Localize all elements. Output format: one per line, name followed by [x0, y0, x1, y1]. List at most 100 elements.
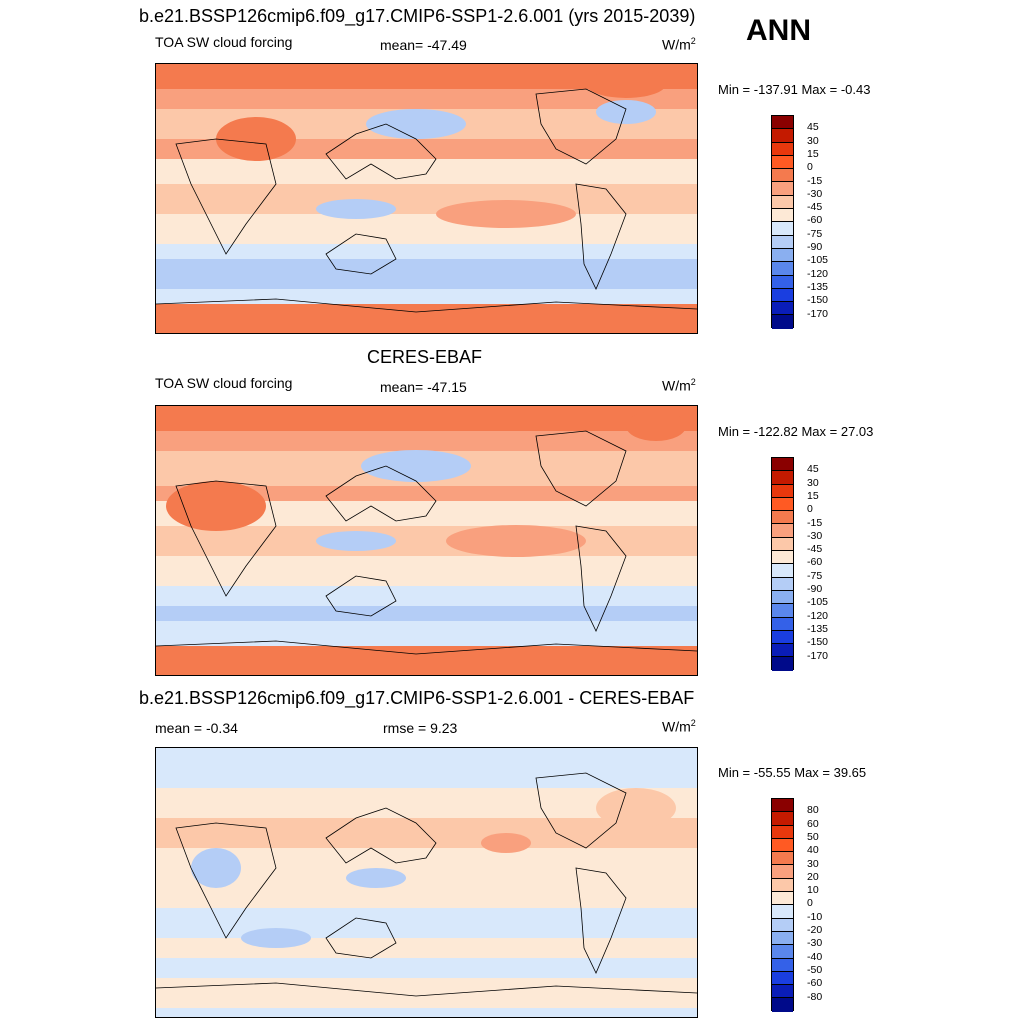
panel2-colorbar	[771, 457, 794, 671]
colorbar-tick-label: 45	[807, 121, 819, 134]
colorbar-box	[772, 577, 793, 591]
panel3-colorbar	[771, 798, 794, 1012]
colorbar-box	[772, 551, 793, 565]
field-anomaly	[346, 868, 406, 888]
field-band	[156, 304, 697, 333]
colorbar-tick-label: -135	[807, 622, 829, 635]
colorbar-box	[772, 195, 793, 210]
field-band	[156, 748, 697, 788]
coastline	[175, 822, 277, 939]
colorbar-box	[772, 852, 793, 866]
colorbar-box	[772, 497, 793, 512]
colorbar-tick-label: -30	[807, 187, 823, 200]
colorbar-box	[772, 825, 793, 839]
colorbar-box	[772, 155, 793, 170]
colorbar-tick-label: 30	[807, 476, 819, 489]
colorbar-tick-label: 45	[807, 463, 819, 476]
colorbar-tick-label: -75	[807, 227, 823, 240]
field-band	[156, 159, 697, 184]
colorbar-tick-label: 10	[807, 884, 819, 897]
colorbar-box	[772, 537, 793, 552]
colorbar-box	[772, 315, 793, 329]
field-band	[156, 406, 697, 431]
field-anomaly	[191, 848, 241, 888]
colorbar-box	[772, 209, 793, 223]
colorbar-tick-label: -150	[807, 636, 829, 649]
panel2-minmax: Min = -122.82 Max = 27.03	[718, 424, 874, 439]
panel3-title: b.e21.BSSP126cmip6.f09_g17.CMIP6-SSP1-2.…	[139, 688, 695, 708]
coastline	[325, 917, 397, 959]
colorbar-tick-label: -60	[807, 556, 823, 569]
field-band	[156, 646, 697, 675]
panel3-mean: mean = -0.34	[155, 720, 238, 736]
colorbar-box	[772, 458, 793, 472]
coastline	[535, 772, 627, 849]
colorbar-box	[772, 182, 793, 196]
colorbar-tick-label: -135	[807, 280, 829, 293]
colorbar-box	[772, 564, 793, 578]
coastline	[325, 465, 437, 522]
colorbar-box	[772, 262, 793, 276]
coastline	[575, 183, 627, 290]
colorbar-tick-label: -15	[807, 516, 823, 529]
field-anomaly	[436, 200, 576, 228]
colorbar-tick-label: -90	[807, 241, 823, 253]
panel2-title: CERES-EBAF	[367, 347, 483, 367]
coastline	[156, 298, 697, 313]
field-band	[156, 259, 697, 289]
coastline	[325, 807, 437, 864]
colorbar-tick-label: -10	[807, 910, 823, 923]
panel3-map	[155, 747, 698, 1018]
panel3-units: W/m2	[662, 718, 696, 735]
field-anomaly	[241, 928, 311, 948]
field-band	[156, 621, 697, 646]
colorbar-box	[772, 590, 793, 605]
colorbar-box	[772, 931, 793, 946]
coastline	[575, 525, 627, 632]
panel2-mean: mean= -47.15	[380, 379, 467, 395]
colorbar-tick-label: 15	[807, 489, 819, 502]
colorbar-box	[772, 524, 793, 538]
panel1-mean: mean= -47.49	[380, 37, 467, 53]
field-anomaly	[446, 525, 586, 557]
panel2-field-label: TOA SW cloud forcing	[155, 375, 293, 391]
colorbar-box	[772, 998, 793, 1012]
colorbar-box	[772, 288, 793, 303]
panel1-minmax: Min = -137.91 Max = -0.43	[718, 82, 871, 97]
panel1-field-label: TOA SW cloud forcing	[155, 34, 293, 50]
field-band	[156, 184, 697, 214]
field-band	[156, 848, 697, 908]
colorbar-tick-label: -120	[807, 609, 829, 622]
field-anomaly	[216, 117, 296, 161]
field-anomaly	[596, 100, 656, 124]
panel2-units: W/m2	[662, 377, 696, 394]
coastline	[325, 123, 437, 180]
colorbar-tick-label: -60	[807, 977, 823, 990]
field-band	[156, 1008, 697, 1017]
colorbar-box	[772, 604, 793, 618]
field-band	[156, 289, 697, 304]
colorbar-box	[772, 617, 793, 631]
colorbar-box	[772, 971, 793, 986]
colorbar-tick-label: -30	[807, 529, 823, 542]
field-band	[156, 244, 697, 259]
colorbar-tick-label: 0	[807, 897, 813, 910]
colorbar-tick-label: 60	[807, 817, 819, 830]
colorbar-box	[772, 275, 793, 289]
colorbar-box	[772, 644, 793, 658]
colorbar-box	[772, 878, 793, 893]
field-band	[156, 486, 697, 501]
field-anomaly	[596, 788, 676, 828]
colorbar-tick-label: -45	[807, 201, 823, 214]
colorbar-tick-label: -90	[807, 583, 823, 595]
colorbar-box	[772, 838, 793, 853]
colorbar-tick-label: -80	[807, 990, 823, 1003]
coastline	[175, 138, 277, 255]
field-band	[156, 908, 697, 938]
panel2-map	[155, 405, 698, 676]
coastline	[535, 430, 627, 507]
colorbar-box	[772, 511, 793, 525]
colorbar-tick-label: 20	[807, 870, 819, 883]
field-band	[156, 938, 697, 958]
field-band	[156, 606, 697, 621]
